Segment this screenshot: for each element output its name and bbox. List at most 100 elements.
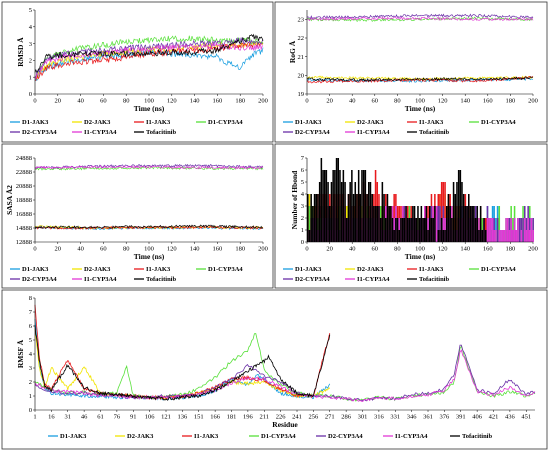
legend-entry: Tofacitinib (462, 433, 492, 440)
x-tick-label: 301 (358, 414, 368, 421)
hbond-bar-i1-cyp3a4 (517, 218, 519, 242)
hbond-bar-i1-cyp3a4 (501, 230, 504, 242)
x-tick-label: 60 (100, 98, 107, 105)
legend-entry: I1-JAK3 (146, 266, 171, 273)
legend-entry: D2-CYP3A4 (22, 276, 57, 283)
hbond-bar-tofacitinib (452, 182, 455, 242)
x-tick-label: 100 (415, 98, 425, 105)
hbond-bar-tofacitinib (346, 218, 348, 242)
hbond-bar-tofacitinib (334, 170, 336, 242)
series-line-i1-cyp3a4 (34, 165, 264, 170)
x-axis-label: Time (ns) (405, 252, 436, 261)
x-tick-label: 316 (374, 414, 385, 421)
hbond-bar-tofacitinib (407, 218, 409, 242)
legend-entry: Tofacitinib (146, 276, 176, 283)
hbond-bar-tofacitinib (403, 218, 406, 242)
x-tick-label: 140 (190, 98, 200, 105)
y-tick-label: 2 (29, 379, 32, 386)
legend-entry: D1-CYP3A4 (481, 266, 516, 273)
chart-sasa: 0 20 40 60 80 100 120 140 160 180 200 12888 14888 168… (5, 155, 268, 283)
hbond-bar-tofacitinib (396, 218, 399, 242)
x-tick-label: 91 (130, 414, 137, 421)
y-tick-label: 4 (29, 351, 33, 358)
hbond-bar-tofacitinib (371, 194, 373, 242)
x-tick-label: 106 (145, 414, 156, 421)
hbond-bar-tofacitinib (456, 182, 458, 242)
hbond-bar-i1-cyp3a4 (495, 230, 497, 242)
series-line-tofacitinib (34, 33, 264, 73)
hbond-bar-i1-cyp3a4 (529, 230, 531, 242)
hbond-bar-tofacitinib (427, 230, 429, 242)
hbond-bar-tofacitinib (442, 230, 445, 242)
y-tick-label: 22 (298, 35, 305, 42)
legend-entry: D1-JAK3 (22, 266, 49, 273)
series-line-i1-cyp3a4 (306, 16, 534, 22)
x-tick-label: 181 (227, 414, 237, 421)
hbond-bar-tofacitinib (405, 206, 407, 242)
x-tick-label: 180 (235, 98, 245, 105)
hbond-bar-tofacitinib (332, 170, 334, 242)
legend-entry: D1-CYP3A4 (208, 266, 243, 273)
x-tick-label: 331 (390, 414, 400, 421)
series-line-d1-cyp3a4 (306, 16, 534, 22)
x-axis-label: Time (ns) (134, 252, 165, 261)
y-tick-label: 7 (29, 309, 33, 316)
hbond-bar-d1-cyp3a4 (308, 206, 311, 242)
hbond-bar-tofacitinib (451, 218, 453, 242)
hbond-bar-tofacitinib (468, 194, 470, 242)
hbond-bar-tofacitinib (420, 206, 423, 242)
y-tick-label: 24888 (16, 155, 32, 162)
hbond-bar-tofacitinib (473, 206, 475, 242)
hbond-bar-tofacitinib (393, 230, 395, 242)
legend-entry: D2-CYP3A4 (295, 129, 330, 136)
hbond-bar-tofacitinib (424, 218, 426, 242)
y-tick-label: 3 (301, 203, 304, 210)
hbond-bar-i1-cyp3a4 (513, 218, 516, 242)
legend-entry: I1-JAK3 (146, 119, 171, 126)
series-line-i1-jak3 (34, 304, 331, 401)
hbond-bar-d1-cyp3a4 (498, 206, 501, 242)
x-tick-label: 200 (528, 246, 538, 253)
y-tick-label: 20888 (16, 183, 32, 190)
hbond-bar-tofacitinib (474, 218, 477, 242)
legend-entry: D1-JAK3 (60, 433, 87, 440)
hbond-bar-tofacitinib (308, 230, 311, 242)
x-tick-label: 0 (305, 246, 308, 253)
series-line-d1-jak3 (34, 225, 264, 231)
x-axis-label: Time (ns) (134, 104, 165, 113)
legend-entry: D2-JAK3 (357, 119, 384, 126)
hbond-bar-i1-cyp3a4 (532, 230, 534, 242)
x-tick-label: 121 (161, 414, 171, 421)
chart-rog: 0 20 40 60 80 100 120 140 160 180 200 19 20 21 22 23 Tim… (283, 10, 538, 136)
series-line-d1-cyp3a4 (34, 333, 536, 402)
x-tick-label: 180 (235, 246, 245, 253)
hbond-bar-i1-cyp3a4 (500, 230, 502, 242)
hbond-bar-tofacitinib (342, 170, 345, 242)
hbond-bar-tofacitinib (330, 182, 333, 242)
x-tick-label: 160 (213, 246, 223, 253)
hbond-bar-tofacitinib (461, 182, 463, 242)
y-axis-label: SASA Å2 (5, 185, 14, 215)
hbond-bar-tofacitinib (459, 170, 462, 242)
x-tick-label: 200 (258, 98, 268, 105)
hbond-bar-tofacitinib (401, 218, 404, 242)
hbond-bar-tofacitinib (312, 206, 314, 242)
x-tick-label: 200 (528, 98, 538, 105)
y-tick-label: 19 (298, 91, 305, 98)
legend-entry: D2-JAK3 (84, 119, 111, 126)
hbond-bar-d2-cyp3a4 (522, 218, 524, 242)
y-tick-label: 2 (29, 58, 32, 65)
y-tick-label: 16888 (16, 211, 32, 218)
x-tick-label: 1 (33, 414, 36, 421)
hbond-bar-tofacitinib (400, 218, 402, 242)
hbond-bar-i1-jak3 (440, 182, 443, 242)
hbond-bar-i1-cyp3a4 (512, 230, 514, 242)
x-tick-label: 0 (305, 98, 308, 105)
hbond-bar-tofacitinib (351, 170, 353, 242)
x-tick-label: 256 (309, 414, 320, 421)
x-tick-label: 40 (77, 98, 84, 105)
hbond-bar-tofacitinib (422, 218, 424, 242)
y-tick-label: 6 (29, 323, 33, 330)
hbond-bar-tofacitinib (437, 230, 440, 242)
